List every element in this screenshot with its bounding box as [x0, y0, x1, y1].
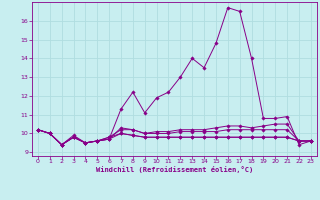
X-axis label: Windchill (Refroidissement éolien,°C): Windchill (Refroidissement éolien,°C) [96, 166, 253, 173]
